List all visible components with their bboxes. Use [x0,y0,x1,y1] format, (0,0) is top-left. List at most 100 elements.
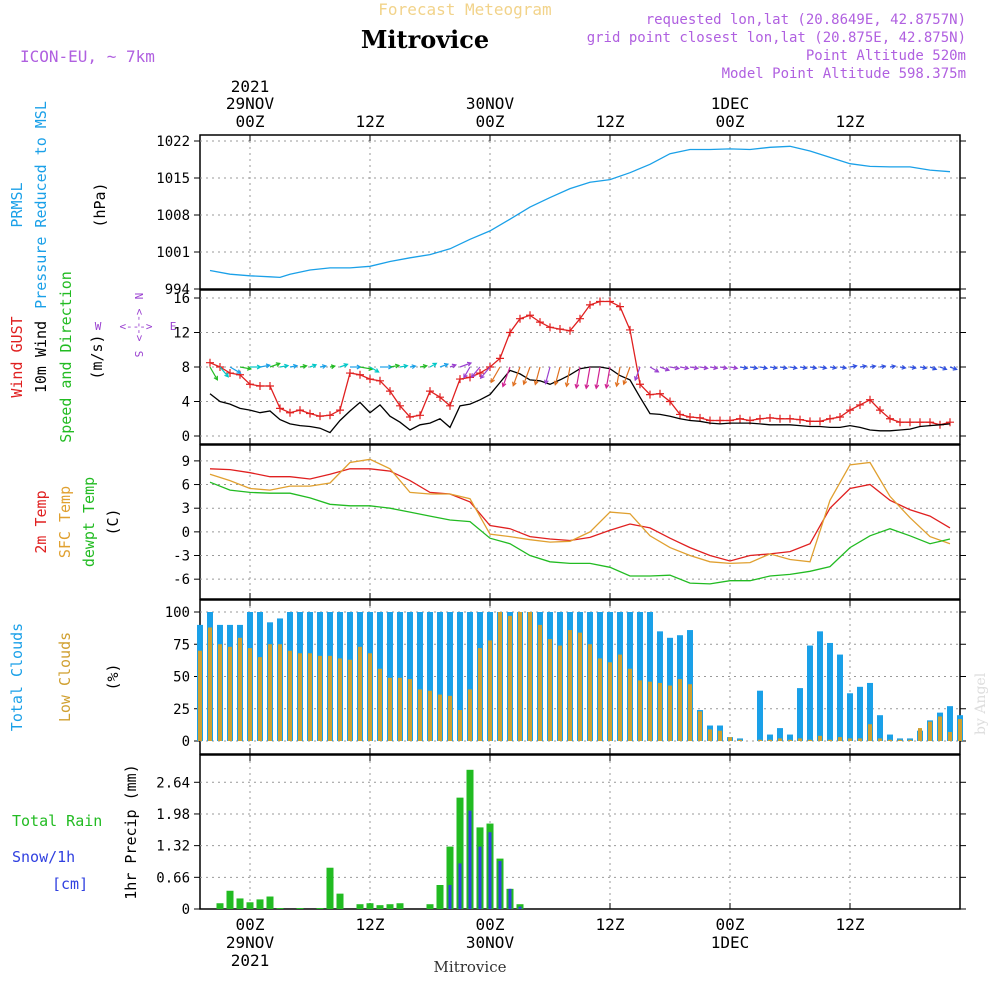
cloud-bar-low [818,735,822,741]
temperature-panel: -6 -3 0 3 6 9 [173,444,966,600]
cloud-bar-low [928,721,932,741]
wind-arrow-head [463,373,468,379]
time-day-label: 29NOV [226,94,275,113]
gust-marker [846,406,854,415]
wind-arrow [471,366,481,378]
panel-label: Snow/1h [12,848,75,866]
wind-arrow [480,366,491,379]
wind-arrow-head [753,365,759,371]
y-tick-label: 0 [182,429,190,445]
cloud-bar-low [568,630,572,741]
rain-bar [336,893,344,909]
series-line [209,145,951,279]
cloud-bar-low [388,677,392,741]
cloud-bar-low [808,739,812,741]
wind-arrow-head [284,363,290,369]
gust-marker [566,326,574,335]
wind-arrow [623,366,631,385]
cloud-bar-low [328,655,332,741]
panel-label: Total Rain [12,812,102,830]
rain-bar [366,903,374,909]
wind-arrow-head [432,362,438,368]
wind-arrow-head [522,380,528,386]
time-year-label: 2021 [231,951,270,970]
gust-marker [576,314,584,323]
compass-w: W [95,320,102,333]
snow-bar [498,861,502,909]
cloud-bar-low [368,653,372,741]
cloud-bar-low [338,658,342,741]
wind-arrow-head [772,365,778,371]
rain-bar [356,904,364,909]
wind-arrow-head [664,366,671,372]
cloud-bar-total [847,693,853,741]
cloud-bar-total [447,612,453,741]
gust-marker [586,300,594,309]
cloud-bar-low [778,738,782,741]
wind-arrow [566,366,571,387]
snow-bar [458,863,462,909]
rain-bar [426,904,434,909]
time-day-label: 30NOV [466,94,515,113]
wind-arrow [339,363,348,368]
gust-marker [546,323,554,332]
wind-arrow-head [321,364,328,369]
wind-arrow-head [236,369,242,374]
cloud-bar-low [848,738,852,741]
panel-label: 1hr Precip (mm) [122,764,140,899]
cloud-bar-low [888,739,892,741]
gust-marker [346,369,354,378]
rain-bar [326,867,334,909]
rain-bar [246,902,254,909]
gust-marker [256,381,264,390]
gust-marker [436,393,444,402]
rain-bar [236,898,244,909]
cloud-bar-low [708,729,712,741]
cloud-bar-total [457,612,463,741]
y-tick-label: 50 [173,670,190,686]
cloud-bar-total [777,728,783,741]
location-title: Mitrovice [361,25,489,54]
cloud-bar-low [488,640,492,741]
panel-label: Speed and Direction [57,271,75,443]
wind-arrow-head [684,365,690,371]
cloud-bar-low [948,731,952,741]
cloud-bar-total [397,612,403,741]
wind-arrow-head [411,364,417,370]
cloud-bar-low [228,646,232,741]
time-hour-label: 12Z [356,112,385,131]
panel-frame [199,444,961,600]
wind-arrow-head [246,365,253,371]
cloud-bar-low [198,650,202,741]
time-hour-label: 12Z [596,915,625,934]
gust-marker [496,354,504,363]
wind-arrow [369,366,379,373]
panel-label: 10m Wind [32,321,50,393]
cloud-bar-low [868,724,872,741]
y-tick-label: 4 [182,395,190,411]
cloud-bar-low [248,648,252,741]
wind-arrow-head [443,362,450,368]
cloud-bar-low [678,679,682,741]
cloud-bar-low [768,739,772,741]
wind-arrow-head [733,365,739,371]
y-tick-label: 0.66 [156,870,190,886]
gust-marker [856,400,864,409]
gust-marker [206,358,214,367]
cloud-bar-total [427,612,433,741]
gust-marker [286,408,294,417]
wind-arrow [523,366,531,385]
compass-n: N [132,293,145,300]
cloud-bar-total [437,612,443,741]
panel-frame [199,754,961,910]
series-line [209,468,951,562]
y-tick-label: 1008 [156,208,190,224]
cloud-bar-low [298,653,302,741]
cloud-bar-low [468,689,472,741]
wind-arrow-head [911,365,917,370]
cloud-bar-low [378,668,382,741]
rain-bar [446,846,454,909]
gust-marker [686,413,694,422]
